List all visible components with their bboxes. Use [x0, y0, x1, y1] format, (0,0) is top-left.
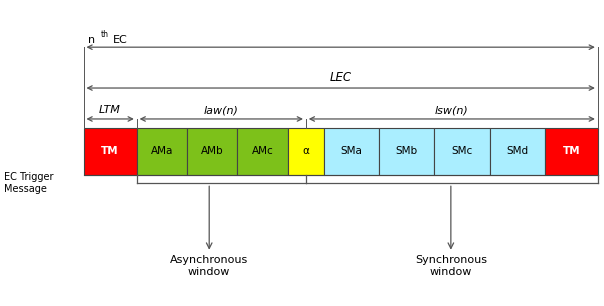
Text: AMb: AMb — [201, 146, 223, 156]
Bar — [83, 128, 137, 175]
Text: SMa: SMa — [341, 146, 363, 156]
Text: SMc: SMc — [451, 146, 472, 156]
Bar — [379, 128, 434, 175]
Bar — [434, 128, 489, 175]
Bar — [137, 128, 187, 175]
Text: EC: EC — [112, 35, 127, 45]
Bar — [187, 128, 237, 175]
Text: law(n): law(n) — [204, 105, 239, 115]
Bar — [288, 128, 324, 175]
Text: SMd: SMd — [506, 146, 528, 156]
Text: n: n — [88, 35, 95, 45]
Text: lsw(n): lsw(n) — [435, 105, 469, 115]
Text: TM: TM — [562, 146, 580, 156]
Text: SMb: SMb — [396, 146, 418, 156]
Text: LEC: LEC — [330, 71, 352, 84]
Text: Asynchronous
window: Asynchronous window — [170, 255, 248, 277]
Bar — [324, 128, 379, 175]
Text: TM: TM — [101, 146, 119, 156]
Text: AMc: AMc — [251, 146, 273, 156]
Bar — [545, 128, 598, 175]
Text: LTM: LTM — [99, 105, 121, 115]
Text: α: α — [303, 146, 309, 156]
Text: th: th — [101, 29, 109, 39]
Text: Synchronous
window: Synchronous window — [415, 255, 487, 277]
Text: AMa: AMa — [150, 146, 173, 156]
Bar — [237, 128, 288, 175]
Text: EC Trigger
Message: EC Trigger Message — [4, 172, 54, 194]
Bar — [489, 128, 545, 175]
